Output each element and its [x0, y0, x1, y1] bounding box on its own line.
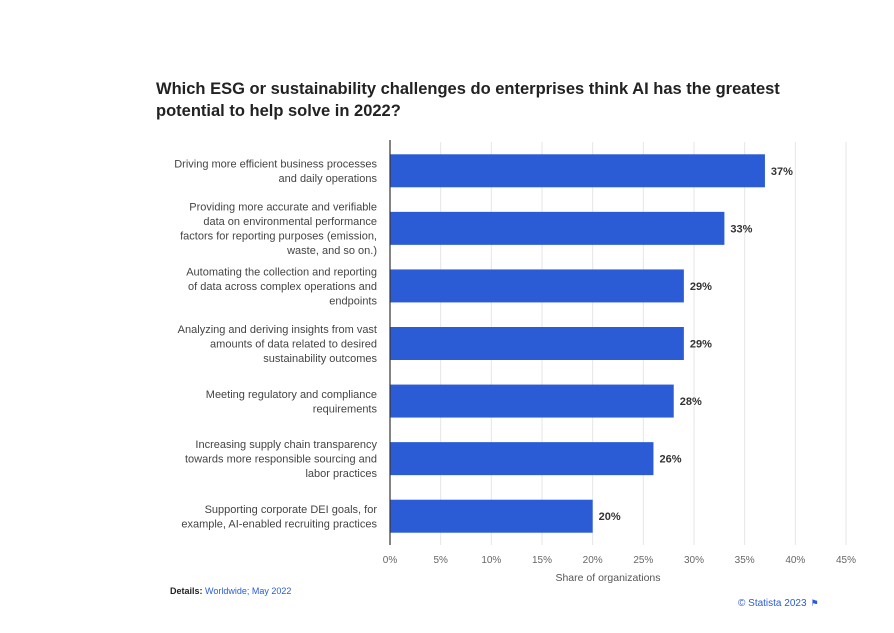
category-label-line: Driving more efficient business processe…: [174, 159, 377, 171]
category-label: Analyzing and deriving insights from vas…: [178, 324, 378, 365]
bar: [390, 442, 654, 476]
data-label: 26%: [659, 454, 681, 466]
category-label-line: example, AI-enabled recruiting practices: [181, 518, 377, 530]
category-label-line: and daily operations: [279, 173, 378, 185]
details-value: Worldwide; May 2022: [205, 586, 292, 596]
x-axis-label: Share of organizations: [555, 572, 660, 584]
category-label-line: Automating the collection and reporting: [186, 266, 377, 278]
category-label-line: waste, and so on.): [286, 245, 377, 257]
category-label-line: requirements: [313, 403, 378, 415]
credit-text: © Statista 2023: [738, 598, 807, 609]
x-tick-label: 15%: [532, 555, 552, 566]
data-label: 28%: [680, 396, 702, 408]
x-tick-label: 40%: [785, 555, 805, 566]
bar: [390, 327, 684, 360]
bar: [390, 499, 593, 533]
x-tick-label: 20%: [583, 555, 603, 566]
category-label: Driving more efficient business processe…: [174, 159, 377, 186]
category-label: Providing more accurate and verifiable da…: [180, 202, 377, 258]
data-label: 37%: [771, 166, 793, 178]
data-label: 29%: [690, 339, 712, 351]
details-note: Details: Worldwide; May 2022: [170, 586, 291, 596]
category-label-line: Analyzing and deriving insights from vas…: [178, 324, 377, 336]
category-label-line: endpoints: [329, 295, 377, 307]
details-label: Details:: [170, 586, 203, 596]
category-label: Automating the collection and reporting o…: [186, 266, 377, 307]
category-label-line: Supporting corporate DEI goals, for: [205, 504, 378, 516]
category-label: Increasing supply chain transparency towa…: [185, 439, 377, 480]
bar: [390, 384, 674, 418]
x-tick-label: 0%: [383, 555, 398, 566]
x-tick-label: 35%: [735, 555, 755, 566]
x-tick-label: 25%: [633, 555, 653, 566]
category-label-line: of data across complex operations and: [188, 281, 377, 293]
category-label: Meeting regulatory and compliance require…: [206, 389, 378, 416]
data-label: 29%: [690, 281, 712, 293]
category-label-line: labor practices: [305, 468, 377, 480]
category-label-line: factors for reporting purposes (emission…: [180, 231, 377, 243]
bar: [390, 269, 684, 303]
x-tick-label: 45%: [836, 555, 856, 566]
chart-title: Which ESG or sustainability challenges d…: [156, 80, 780, 120]
x-tick-label: 10%: [481, 555, 501, 566]
bar: [390, 211, 725, 245]
category-label-line: sustainability outcomes: [263, 353, 377, 365]
bar: [390, 154, 765, 188]
category-label-line: Providing more accurate and verifiable: [189, 202, 377, 214]
data-label: 20%: [599, 511, 621, 523]
category-label-line: data on environmental performance: [203, 216, 377, 228]
category-label-line: Increasing supply chain transparency: [195, 439, 377, 451]
data-label: 33%: [730, 223, 752, 235]
category-label-line: towards more responsible sourcing and: [185, 454, 377, 466]
category-label-line: amounts of data related to desired: [210, 339, 377, 351]
category-label-line: Meeting regulatory and compliance: [206, 389, 377, 401]
x-tick-label: 5%: [433, 555, 448, 566]
x-tick-label: 30%: [684, 555, 704, 566]
statista-credit-link[interactable]: © Statista 2023 ⚑: [738, 598, 819, 609]
category-label: Supporting corporate DEI goals, for examp…: [181, 504, 377, 531]
flag-icon: ⚑: [810, 598, 819, 608]
